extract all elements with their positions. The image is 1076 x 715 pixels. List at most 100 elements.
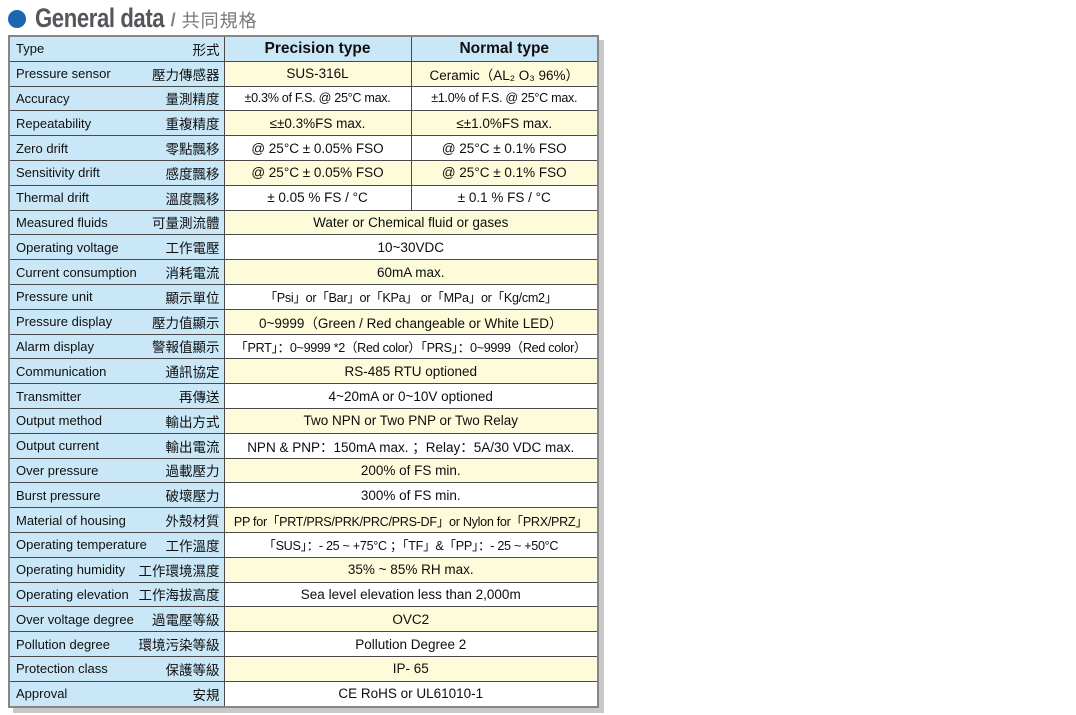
row-label-en: Repeatability <box>16 115 92 131</box>
row-label-zh: 外殼材質 <box>165 514 220 530</box>
row-label-zh: 警報值顯示 <box>152 340 220 356</box>
merged-value: PP for「PRT/PRS/PRK/PRC/PRS-DF」or Nylon f… <box>223 507 599 533</box>
row-pressure-unit: Pressure unit 顯示單位 「Psi」or「Bar」or「KPa」 or… <box>8 283 599 310</box>
row-label-zh: 保護等級 <box>165 662 220 678</box>
merged-value: 「SUS」：- 25 ~ +75°C ；「TF」&「PP」：- 25 ~ +50… <box>223 531 599 558</box>
row-label-zh: 壓力傳感器 <box>152 67 220 83</box>
row-label-zh: 顯示單位 <box>165 290 220 306</box>
merged-value: 4~20mA or 0~10V optioned <box>223 383 599 409</box>
row-label-en: Burst pressure <box>16 487 101 503</box>
row-label-zh: 破壞壓力 <box>165 489 220 505</box>
row-label-en: Pressure unit <box>16 289 93 305</box>
row-approval: Approval 安規 CE RoHS or UL61010-1 <box>8 680 599 708</box>
row-label-zh: 工作海拔高度 <box>138 588 220 604</box>
row-label-zh: 工作環境濕度 <box>138 563 220 579</box>
row-label-en: Over voltage degree <box>16 611 134 627</box>
row-label-en: Communication <box>16 363 107 379</box>
header-precision-type: Precision type <box>223 35 412 62</box>
row-label-en: Operating voltage <box>16 239 119 255</box>
spec-table-container: Type 形式 Precision type Normal type Press… <box>8 35 599 708</box>
row-label-en: Sensitivity drift <box>16 165 100 181</box>
row-operating-elevation: Operating elevation 工作海拔高度 Sea level elev… <box>8 581 599 608</box>
row-pressure-sensor: Pressure sensor 壓力傳感器 SUS-316L Ceramic（AL… <box>8 60 599 87</box>
row-label-en: Pressure sensor <box>16 66 111 82</box>
normal-value: ± 0.1 % FS / °C <box>410 184 599 211</box>
row-label-en: Over pressure <box>16 462 99 478</box>
row-label-en: Operating temperature <box>16 537 147 553</box>
merged-value: 「Psi」or「Bar」or「KPa」 or「MPa」or「Kg/cm2」 <box>223 283 599 310</box>
row-label-en: Output method <box>16 413 102 429</box>
bullet-icon <box>8 10 26 28</box>
merged-value: 10~30VDC <box>223 234 599 261</box>
row-pollution-degree: Pollution degree 環境污染等級 Pollution Degree … <box>8 631 599 657</box>
row-over-voltage-degree: Over voltage degree 過電壓等級 OVC2 <box>8 606 599 633</box>
row-label-zh: 可量測流體 <box>152 216 220 232</box>
row-label-zh: 過載壓力 <box>165 464 220 480</box>
row-label-en: Thermal drift <box>16 190 89 206</box>
row-output-method: Output method 輸出方式 Two NPN or Two PNP or … <box>8 407 599 434</box>
precision-value: ±0.3% of F.S. @ 25°C max. <box>223 85 412 112</box>
precision-value: ≤±0.3%FS max. <box>223 110 412 137</box>
row-label-en: Output current <box>16 438 100 454</box>
header-type-zh: 形式 <box>192 42 220 58</box>
merged-value: Two NPN or Two PNP or Two Relay <box>223 407 599 434</box>
merged-value: OVC2 <box>223 606 599 633</box>
row-label-zh: 工作溫度 <box>165 538 220 554</box>
row-output-current: Output current 輸出電流 NPN & PNP：150mA max. … <box>8 432 599 459</box>
merged-value: 「PRT」：0~9999 *2（Red color）「PRS」：0~9999（R… <box>223 333 599 360</box>
row-sensitivity-drift: Sensitivity drift 感度飄移 @ 25°C ± 0.05% FSO… <box>8 159 599 186</box>
section-title: General data / 共同規格 <box>8 2 258 33</box>
row-label-zh: 過電壓等級 <box>152 613 220 629</box>
row-protection-class: Protection class 保護等級 IP- 65 <box>8 655 599 682</box>
row-material-of-housing: Material of housing 外殼材質 PP for「PRT/PRS/P… <box>8 507 599 533</box>
row-label-en: Approval <box>16 686 68 702</box>
merged-value: IP- 65 <box>223 655 599 682</box>
row-label-en: Operating humidity <box>16 562 126 578</box>
row-label-zh: 輸出方式 <box>165 414 220 430</box>
precision-value: ± 0.05 % FS / °C <box>223 184 412 211</box>
row-label-en: Accuracy <box>16 90 70 106</box>
merged-value: 60mA max. <box>223 259 599 285</box>
row-accuracy: Accuracy 量測精度 ±0.3% of F.S. @ 25°C max. ±… <box>8 85 599 112</box>
row-label-en: Protection class <box>16 661 108 677</box>
row-label-zh: 環境污染等級 <box>138 638 220 654</box>
merged-value: CE RoHS or UL61010-1 <box>223 680 599 708</box>
merged-value: Sea level elevation less than 2,000m <box>223 581 599 608</box>
merged-value: RS-485 RTU optioned <box>223 358 599 385</box>
normal-value: Ceramic（AL₂ O₃ 96%） <box>410 60 599 87</box>
row-current-consumption: Current consumption 消耗電流 60mA max. <box>8 259 599 285</box>
merged-value: Pollution Degree 2 <box>223 631 599 657</box>
row-label-zh: 零點飄移 <box>165 142 220 158</box>
merged-value: NPN & PNP：150mA max. ；Relay：5A/30 VDC ma… <box>223 432 599 459</box>
header-normal-type: Normal type <box>410 35 599 62</box>
row-label-zh: 壓力值顯示 <box>152 315 220 331</box>
row-thermal-drift: Thermal drift 溫度飄移 ± 0.05 % FS / °C ± 0.1… <box>8 184 599 211</box>
row-label-zh: 工作電壓 <box>165 241 220 257</box>
row-label-zh: 消耗電流 <box>165 266 220 282</box>
normal-value: ≤±1.0%FS max. <box>410 110 599 137</box>
section-title-main: General data <box>35 2 165 33</box>
row-label-zh: 再傳送 <box>179 390 220 406</box>
section-title-separator: / <box>170 9 176 30</box>
row-transmitter: Transmitter 再傳送 4~20mA or 0~10V optioned <box>8 383 599 409</box>
row-label-zh: 重複精度 <box>165 117 220 133</box>
row-label-en: Measured fluids <box>16 214 108 230</box>
precision-value: @ 25°C ± 0.05% FSO <box>223 159 412 186</box>
header-row: Type 形式 Precision type Normal type <box>8 35 599 62</box>
row-label-en: Transmitter <box>16 388 82 404</box>
row-pressure-display: Pressure display 壓力值顯示 0~9999（Green / Red… <box>8 308 599 335</box>
row-label-zh: 溫度飄移 <box>165 191 220 207</box>
row-label-en: Alarm display <box>16 338 95 354</box>
row-operating-temperature: Operating temperature 工作溫度 「SUS」：- 25 ~ +… <box>8 531 599 558</box>
row-repeatability: Repeatability 重複精度 ≤±0.3%FS max. ≤±1.0%FS… <box>8 110 599 137</box>
normal-value: @ 25°C ± 0.1% FSO <box>410 135 599 161</box>
row-label-zh: 量測精度 <box>165 92 220 108</box>
precision-value: SUS-316L <box>223 60 412 87</box>
merged-value: Water or Chemical fluid or gases <box>223 209 599 236</box>
normal-value: ±1.0% of F.S. @ 25°C max. <box>410 85 599 112</box>
row-over-pressure: Over pressure 過載壓力 200% of FS min. <box>8 457 599 484</box>
row-label-zh: 安規 <box>192 687 220 703</box>
row-label-en: Current consumption <box>16 264 137 280</box>
header-type-en: Type <box>16 41 45 57</box>
row-label-zh: 輸出電流 <box>165 439 220 455</box>
